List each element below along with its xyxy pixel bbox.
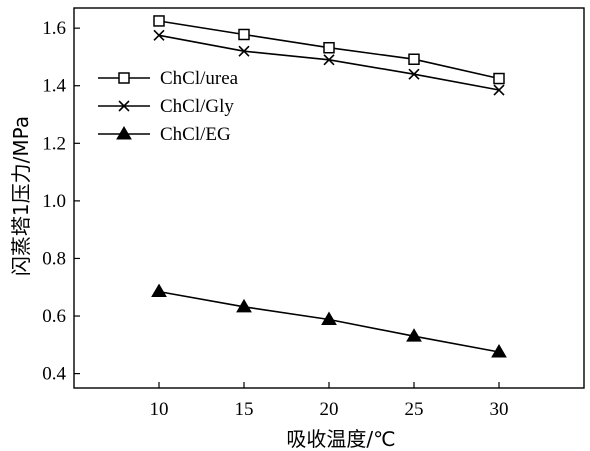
series-3-point <box>491 344 507 358</box>
series-1-point <box>238 28 250 41</box>
y-tick-label: 1.6 <box>42 18 66 39</box>
series-3-point <box>406 328 422 342</box>
legend-marker-3 <box>116 126 132 140</box>
legend-marker-1 <box>118 72 130 84</box>
legend-label-3: ChCl/EG <box>160 124 231 145</box>
plot-frame <box>73 7 585 389</box>
x-tick-label: 10 <box>150 399 169 420</box>
series-2-point <box>238 45 250 57</box>
y-tick-label: 1.2 <box>42 133 66 154</box>
legend-label-2: ChCl/Gly <box>160 96 234 117</box>
series-3-point <box>151 283 167 298</box>
series-1-point <box>408 53 420 65</box>
y-tick-label: 0.8 <box>42 248 66 269</box>
series-1-point <box>493 72 505 85</box>
y-tick-label: 0.4 <box>42 364 66 385</box>
x-tick-label: 15 <box>235 399 254 420</box>
legend-marker-2 <box>118 100 130 112</box>
x-axis-title: 吸收温度/℃ <box>286 427 395 451</box>
legend-label-1: ChCl/urea <box>160 68 239 89</box>
series-3-point <box>321 311 337 325</box>
x-tick-label: 20 <box>320 399 339 420</box>
series-1-point <box>153 15 165 27</box>
y-tick-label: 1.4 <box>42 76 66 97</box>
y-tick-label: 0.6 <box>42 306 66 327</box>
y-axis-title: 闪蒸塔1压力/MPa <box>9 116 33 276</box>
y-tick-label: 1.0 <box>42 191 66 212</box>
series-3-point <box>236 298 252 313</box>
series-2-point <box>408 68 420 80</box>
series-2-point <box>153 29 165 41</box>
series-2-point <box>323 54 335 66</box>
x-tick-label: 25 <box>405 399 424 420</box>
series-1-point <box>323 41 335 54</box>
x-tick-label: 30 <box>490 399 509 420</box>
series-2-point <box>493 84 505 96</box>
